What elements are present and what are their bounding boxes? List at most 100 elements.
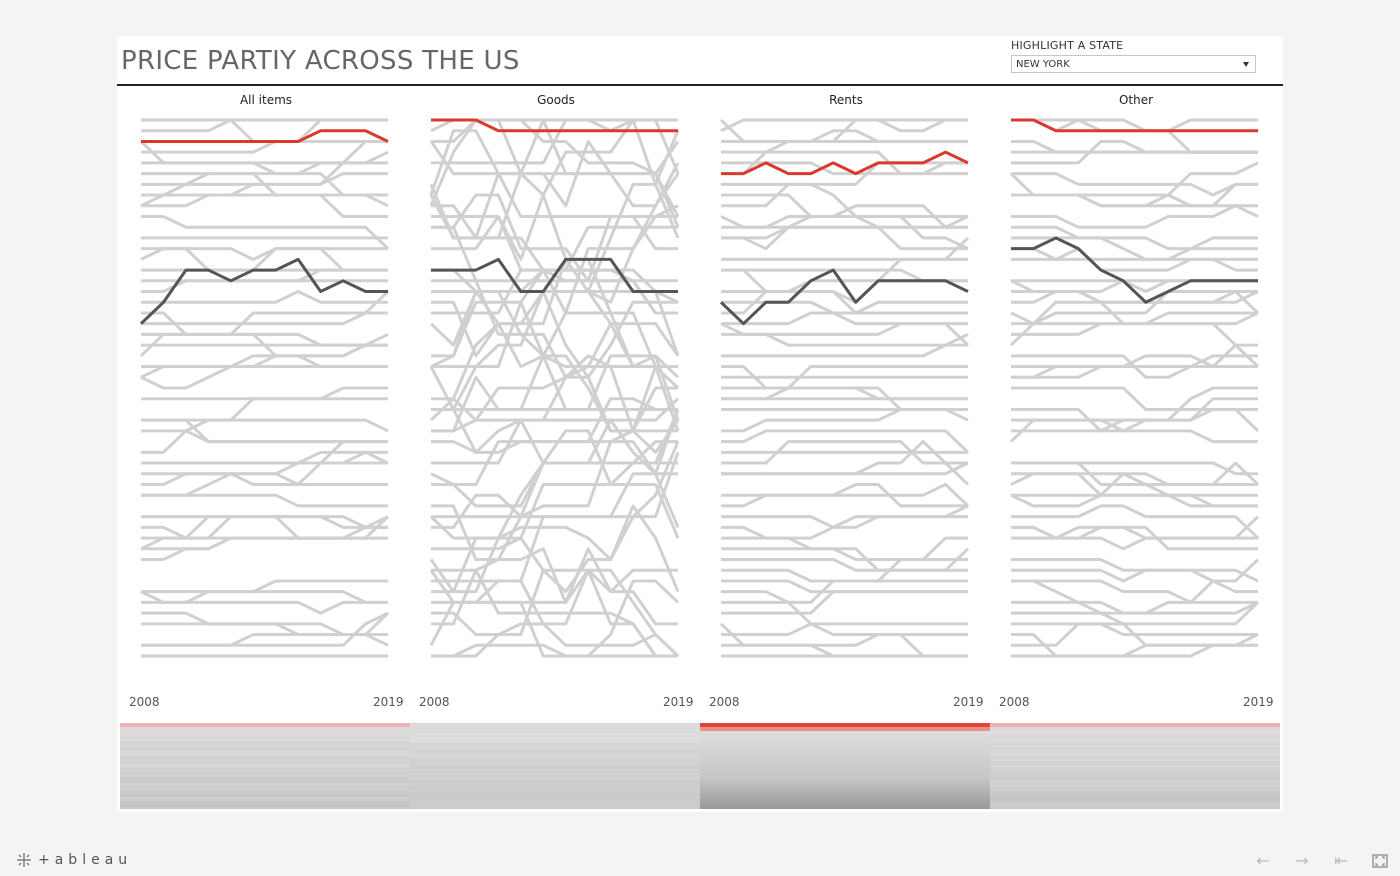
heatmap-cell <box>410 757 700 760</box>
background-line <box>721 300 968 326</box>
background-line <box>1011 622 1258 647</box>
background-line <box>1011 236 1258 261</box>
revert-icon[interactable]: ⇤ <box>1334 851 1348 870</box>
heatmap-cell <box>120 787 410 790</box>
background-line <box>429 408 680 646</box>
highlighted-state-line <box>431 118 678 133</box>
heatmap-cell <box>990 773 1280 776</box>
heatmap-cell <box>410 755 700 758</box>
background-line <box>721 504 969 540</box>
heatmap-cell <box>700 775 990 778</box>
background-line <box>721 482 970 508</box>
heatmap-cell <box>120 785 410 788</box>
heatmap-cell <box>120 757 410 760</box>
tableau-logo[interactable]: +ableau <box>16 852 132 868</box>
background-line <box>141 493 388 508</box>
heatmap-cell <box>120 755 410 758</box>
heatmap-cell <box>700 793 990 796</box>
heatmap-cell <box>700 725 990 728</box>
heatmap-cell <box>700 803 990 806</box>
background-line <box>429 536 678 658</box>
heatmap-cell <box>410 749 700 752</box>
heatmap-cell <box>410 729 700 732</box>
background-line <box>1011 204 1259 229</box>
heatmap-cell <box>120 801 410 804</box>
background-line <box>721 225 968 240</box>
heatmap-cell <box>700 801 990 804</box>
heatmap-cell <box>990 803 1280 806</box>
background-line <box>1011 633 1259 658</box>
heatmap-cell <box>990 725 1280 728</box>
heatmap-cell <box>410 763 700 766</box>
background-line <box>721 365 968 390</box>
heatmap-cell <box>120 737 410 740</box>
heatmap-cell <box>700 741 990 744</box>
background-line <box>721 407 969 433</box>
background-line <box>721 440 970 486</box>
background-line <box>141 440 388 497</box>
heatmap-cell <box>700 807 990 809</box>
background-line <box>720 322 969 347</box>
x-tick-label: 2019 <box>373 695 404 709</box>
background-line <box>140 333 389 390</box>
heatmap-cell <box>990 779 1280 782</box>
heatmap-cell <box>410 769 700 772</box>
title-divider <box>117 84 1283 86</box>
heatmap-cell <box>120 805 410 808</box>
heatmap-cell <box>410 743 700 746</box>
heatmap-cell <box>700 787 990 790</box>
background-line <box>141 354 388 369</box>
heatmap-cell <box>120 781 410 784</box>
heatmap-cell <box>990 759 1280 762</box>
background-line <box>429 365 680 432</box>
background-line <box>1009 418 1258 444</box>
background-line <box>721 386 968 401</box>
heatmap-cell <box>410 777 700 780</box>
background-line <box>721 129 968 176</box>
state-select[interactable]: NEW YORK <box>1011 55 1256 73</box>
x-tick-label: 2008 <box>419 695 450 709</box>
panel-title: Goods <box>537 93 575 107</box>
background-line <box>1011 354 1258 379</box>
heatmap-cell <box>700 797 990 800</box>
background-line <box>140 365 388 379</box>
heatmap-cell <box>120 747 410 750</box>
heatmap-cell <box>990 801 1280 804</box>
chevron-down-icon[interactable] <box>1243 62 1249 67</box>
heatmap-cell <box>120 795 410 798</box>
background-line <box>431 290 678 401</box>
heatmap-cell <box>120 751 410 754</box>
background-line <box>721 482 968 508</box>
heatmap-cell <box>120 729 410 732</box>
back-arrow-icon[interactable]: ← <box>1256 851 1270 870</box>
forward-arrow-icon[interactable]: → <box>1295 851 1309 870</box>
background-line <box>141 612 390 637</box>
heatmap-cell <box>700 795 990 798</box>
heatmap-cell <box>120 789 410 792</box>
fullscreen-icon[interactable] <box>1369 850 1391 872</box>
background-line <box>1011 525 1258 551</box>
heatmap-cell <box>700 789 990 792</box>
panel-title: Other <box>1118 93 1154 107</box>
heatmap-cell <box>990 791 1280 794</box>
background-line <box>721 268 968 315</box>
state-select-value: NEW YORK <box>1016 59 1070 70</box>
x-tick-label: 2008 <box>709 695 740 709</box>
heatmap-cell <box>700 769 990 772</box>
heatmap-cell <box>120 743 410 746</box>
heatmap-cell <box>120 777 410 780</box>
heatmap-cell <box>700 791 990 794</box>
heatmap-cell <box>410 765 700 768</box>
dashboard: PRICE PARTIY ACROSS THE US HIGHLIGHT A S… <box>117 36 1283 812</box>
background-line <box>720 214 968 229</box>
heatmap-cell <box>700 779 990 782</box>
heatmap-cell <box>990 749 1280 752</box>
background-line <box>1011 247 1258 272</box>
background-line <box>719 622 968 658</box>
heatmap-cell <box>990 767 1280 770</box>
background-line <box>721 568 968 583</box>
background-line <box>1011 600 1259 615</box>
heatmap-cell <box>410 771 700 774</box>
highlighted-state-line <box>721 150 969 176</box>
background-line <box>140 193 388 218</box>
